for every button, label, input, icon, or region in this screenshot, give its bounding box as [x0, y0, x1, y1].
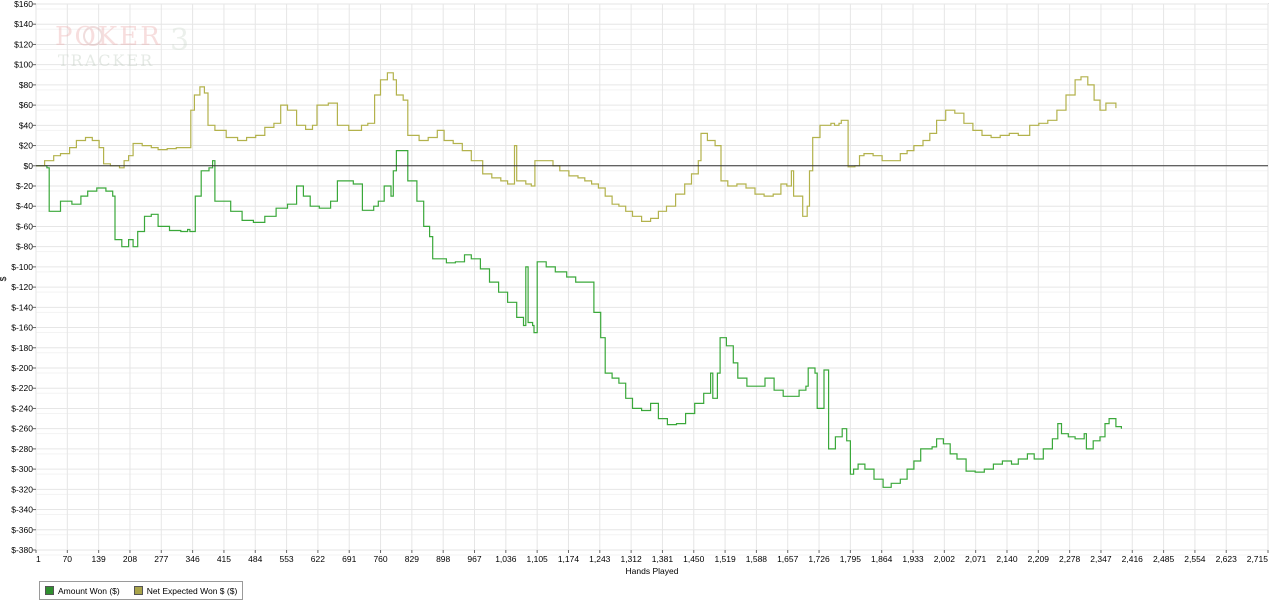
- pokertracker-logo-watermark: POKER 3 TRACKER: [55, 22, 191, 70]
- x-tick-label: 2,278: [1059, 554, 1081, 564]
- x-tick-label: 1,243: [589, 554, 611, 564]
- y-tick-label: $-380: [11, 545, 33, 555]
- y-axis-title: $: [0, 276, 8, 281]
- x-tick-label: 1,657: [777, 554, 799, 564]
- x-tick-label: 829: [405, 554, 419, 564]
- legend: Amount Won ($) Net Expected Won $ ($): [39, 581, 244, 600]
- x-tick-label: 1,864: [871, 554, 893, 564]
- y-tick-label: $-300: [11, 464, 33, 474]
- y-tick-label: $60: [19, 100, 33, 110]
- y-tick-label: $-20: [16, 181, 33, 191]
- legend-swatch-amount-won: [45, 586, 54, 595]
- y-tick-label: $160: [14, 0, 33, 9]
- y-tick-label: $-320: [11, 484, 33, 494]
- y-tick-label: $-360: [11, 525, 33, 535]
- y-tick-label: $-200: [11, 363, 33, 373]
- y-tick-label: $140: [14, 19, 33, 29]
- y-tick-label: $0: [24, 161, 34, 171]
- x-tick-label: 967: [467, 554, 481, 564]
- x-tick-label: 2,623: [1216, 554, 1238, 564]
- x-axis-title: Hands Played: [626, 566, 679, 576]
- x-tick-label: 1,036: [495, 554, 517, 564]
- x-tick-label: 139: [92, 554, 106, 564]
- x-tick-label: 1,105: [527, 554, 549, 564]
- series-lines: [36, 72, 1122, 488]
- y-tick-label: $-340: [11, 505, 33, 515]
- logo-digit: 3: [170, 23, 191, 58]
- legend-label-amount-won: Amount Won ($): [58, 585, 120, 596]
- x-tick-label: 1,312: [620, 554, 642, 564]
- x-tick-label: 2,071: [965, 554, 987, 564]
- x-tick-label: 553: [279, 554, 293, 564]
- x-tick-label: 2,347: [1090, 554, 1112, 564]
- y-tick-label: $120: [14, 39, 33, 49]
- x-tick-label: 898: [436, 554, 450, 564]
- x-tick-label: 346: [186, 554, 200, 564]
- y-tick-label: $-60: [16, 221, 33, 231]
- y-tick-label: $-180: [11, 343, 33, 353]
- x-tick-label: 1: [36, 554, 41, 564]
- y-tick-label: $-140: [11, 302, 33, 312]
- plot-area: [35, 3, 1269, 551]
- axis-ticks: $160 $140 $120 $100 $80 $60 $40 $20 $0 $-20 $-40 $-…: [11, 0, 1269, 564]
- x-tick-label: 1,450: [683, 554, 705, 564]
- x-tick-label: 415: [217, 554, 231, 564]
- x-tick-label: 760: [373, 554, 387, 564]
- grid-lines: [35, 3, 1269, 556]
- y-tick-label: $-260: [11, 424, 33, 434]
- x-tick-label: 1,795: [840, 554, 862, 564]
- x-tick-label: 484: [248, 554, 262, 564]
- x-tick-label: 277: [154, 554, 168, 564]
- chip-icon: [83, 26, 103, 46]
- y-tick-label: $-240: [11, 403, 33, 413]
- legend-item-net-expected-won[interactable]: Net Expected Won $ ($): [133, 585, 238, 596]
- x-tick-label: 691: [342, 554, 356, 564]
- y-tick-label: $-100: [11, 262, 33, 272]
- y-tick-label: $-280: [11, 444, 33, 454]
- y-tick-label: $-120: [11, 282, 33, 292]
- legend-label-net-expected-won: Net Expected Won $ ($): [146, 585, 238, 596]
- series-line-amount-won: [36, 150, 1122, 488]
- x-tick-label: 1,588: [746, 554, 768, 564]
- logo-line2: TRACKER: [58, 51, 154, 70]
- legend-swatch-net-expected-won: [133, 586, 143, 595]
- x-tick-label: 70: [63, 554, 73, 564]
- x-tick-label: 2,416: [1122, 554, 1144, 564]
- x-tick-label: 1,933: [902, 554, 924, 564]
- y-tick-label: $80: [19, 80, 33, 90]
- x-tick-label: 2,209: [1028, 554, 1050, 564]
- series-line-net-expected-won: [36, 72, 1117, 222]
- x-tick-label: 622: [311, 554, 325, 564]
- logo-line1: POKER: [55, 22, 162, 52]
- x-tick-label: 2,715: [1247, 554, 1269, 564]
- y-tick-label: $-160: [11, 323, 33, 333]
- y-tick-label: $-220: [11, 383, 33, 393]
- x-tick-label: 1,519: [714, 554, 736, 564]
- y-tick-label: $100: [14, 60, 33, 70]
- x-tick-label: 2,485: [1153, 554, 1175, 564]
- x-tick-label: 2,140: [996, 554, 1018, 564]
- y-tick-label: $-80: [16, 242, 33, 252]
- x-tick-label: 1,381: [652, 554, 674, 564]
- x-tick-label: 2,002: [934, 554, 956, 564]
- x-tick-label: 1,174: [558, 554, 580, 564]
- x-tick-label: 2,554: [1184, 554, 1206, 564]
- y-tick-label: $40: [19, 120, 33, 130]
- x-tick-label: 1,726: [808, 554, 830, 564]
- y-tick-label: $-40: [16, 201, 33, 211]
- y-tick-label: $20: [19, 141, 33, 151]
- legend-item-amount-won[interactable]: Amount Won ($): [45, 586, 120, 596]
- x-tick-label: 208: [123, 554, 137, 564]
